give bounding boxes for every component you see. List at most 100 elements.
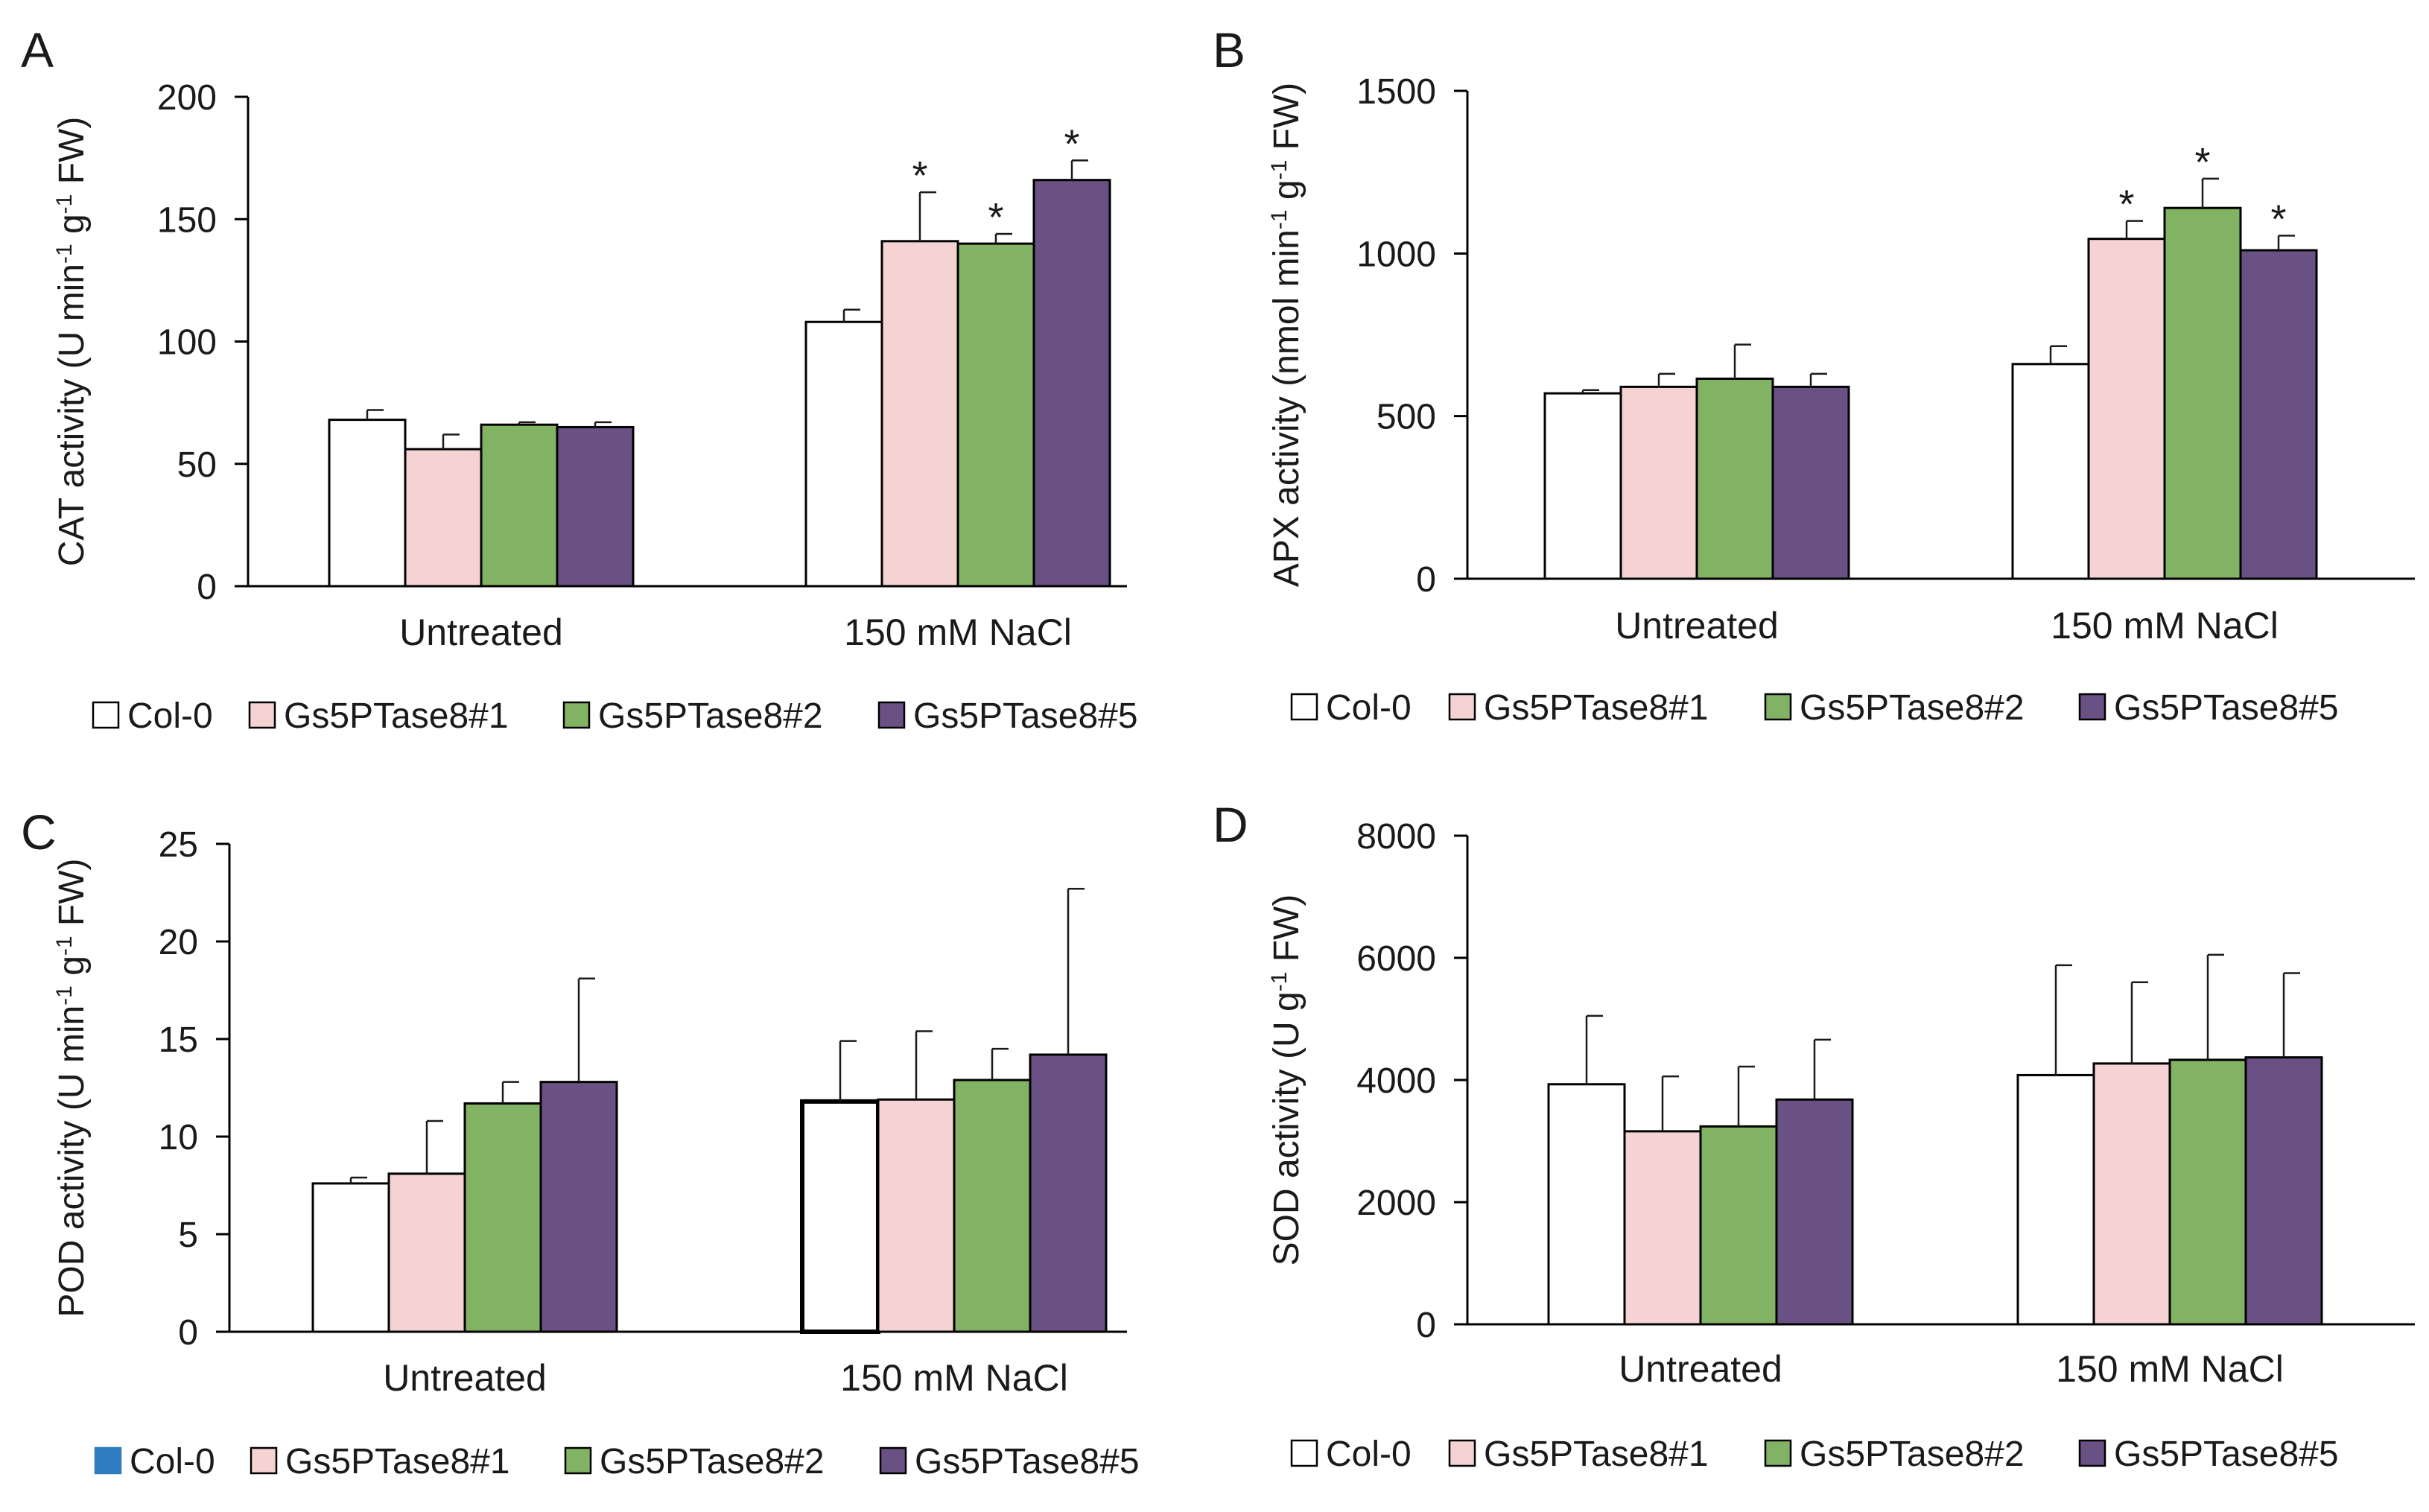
legend-label: Col-0 — [130, 1442, 215, 1481]
y-axis-label: CAT activity (U min-1 g-1 FW) — [52, 117, 92, 567]
panel-a: A 0 50 100 150 200 CAT activity (U min-1 g-1 F… — [21, 22, 1138, 736]
y-axis-label: APX activity (nmol min-1 g-1 FW) — [1267, 83, 1307, 587]
legend-label: Gs5PTase8#5 — [913, 696, 1138, 736]
bar — [556, 425, 635, 588]
y-tick-label: 500 — [1377, 398, 1436, 437]
bar — [1619, 385, 1698, 580]
legend-swatch — [879, 1446, 907, 1475]
bar — [311, 1182, 390, 1333]
bar — [1623, 1130, 1702, 1326]
y-tick-label: 10 — [159, 1118, 198, 1157]
bar — [2163, 206, 2242, 580]
bar — [480, 423, 559, 588]
bar — [953, 1079, 1032, 1333]
legend-swatch — [2078, 1439, 2106, 1467]
category-label: 150 mM NaCl — [2051, 605, 2279, 647]
category-label: Untreated — [1619, 1348, 1782, 1390]
y-tick-label: 0 — [197, 568, 217, 607]
bar — [956, 242, 1035, 588]
bar — [1029, 1053, 1108, 1333]
legend-swatch — [2078, 693, 2106, 721]
legend-swatch — [1290, 693, 1318, 721]
significance-marker: * — [2270, 197, 2286, 241]
significance-marker: * — [1064, 121, 1079, 166]
bar — [1032, 179, 1111, 588]
legend-label: Col-0 — [127, 696, 213, 736]
significance-marker: * — [912, 153, 927, 198]
legend-label: Gs5PTase8#5 — [915, 1442, 1140, 1481]
legend-swatch — [248, 701, 276, 729]
legend-swatch — [92, 701, 120, 729]
panel-letter: D — [1213, 797, 1248, 852]
bar — [1699, 1125, 1778, 1326]
legend-label: Gs5PTase8#1 — [1484, 1435, 1709, 1474]
legend-label: Gs5PTase8#1 — [285, 1442, 510, 1481]
significance-marker: * — [2194, 140, 2210, 185]
legend-swatch — [562, 701, 591, 729]
y-tick-label: 8000 — [1356, 817, 1436, 857]
legend-swatch — [1764, 1439, 1792, 1467]
legend-label: Gs5PTase8#2 — [600, 1442, 825, 1481]
panel-c: C 0 5 10 15 20 25 POD activity (U min-1 g-1 FW)… — [21, 804, 1140, 1481]
legend-label: Gs5PTase8#5 — [2114, 688, 2339, 728]
bar — [328, 419, 407, 588]
bar — [463, 1102, 542, 1333]
y-tick-label: 15 — [159, 1020, 198, 1060]
legend-swatch — [94, 1446, 122, 1475]
y-axis-label: SOD activity (U g-1 FW) — [1267, 895, 1307, 1266]
legend-swatch — [1764, 693, 1792, 721]
panel-letter: B — [1213, 22, 1245, 77]
y-tick-label: 2000 — [1356, 1184, 1436, 1223]
legend-swatch — [564, 1446, 592, 1475]
bar — [387, 1172, 466, 1333]
legend-swatch — [1290, 1439, 1318, 1467]
y-tick-label: 25 — [159, 825, 198, 865]
y-tick-label: 0 — [1416, 560, 1436, 600]
panel-letter: C — [21, 804, 57, 860]
significance-marker: * — [988, 195, 1003, 240]
bar — [2092, 1062, 2171, 1326]
y-tick-label: 200 — [157, 78, 217, 118]
category-label: Untreated — [383, 1357, 547, 1399]
bar — [2244, 1056, 2323, 1326]
panel-b: B 0 500 1000 1500 APX activity (nmol min-1 g-… — [1213, 22, 2415, 728]
significance-marker: * — [2118, 182, 2134, 227]
bar — [2016, 1073, 2095, 1326]
bar — [2087, 238, 2166, 580]
bar — [539, 1081, 618, 1333]
legend-swatch — [250, 1446, 278, 1475]
category-label: 150 mM NaCl — [840, 1357, 1068, 1399]
bar — [1771, 385, 1850, 580]
category-label: 150 mM NaCl — [844, 612, 1072, 653]
y-axis-label: POD activity (U min-1 g-1 FW) — [52, 858, 92, 1317]
legend-label: Gs5PTase8#5 — [2114, 1435, 2339, 1474]
y-tick-label: 5 — [178, 1216, 198, 1255]
bar — [1695, 377, 1774, 580]
y-tick-label: 100 — [157, 323, 217, 363]
y-tick-label: 0 — [178, 1313, 198, 1353]
legend-swatch — [1448, 693, 1476, 721]
y-tick-label: 150 — [157, 200, 217, 240]
bar — [1775, 1098, 1854, 1326]
panel-d: D 0 2000 4000 6000 8000 SOD activity (U g-1 FW… — [1213, 797, 2415, 1474]
legend-label: Col-0 — [1326, 1435, 1412, 1474]
legend-label: Gs5PTase8#2 — [1800, 1435, 2025, 1474]
legend-swatch — [877, 701, 906, 729]
panel-letter: A — [21, 22, 54, 77]
bar — [880, 240, 959, 588]
y-tick-label: 4000 — [1356, 1061, 1436, 1101]
bar — [1547, 1083, 1626, 1326]
bar — [2168, 1058, 2247, 1326]
bar — [2239, 249, 2318, 580]
y-tick-label: 50 — [177, 445, 217, 485]
bar — [804, 320, 883, 588]
legend-label: Gs5PTase8#2 — [598, 696, 823, 736]
bar — [800, 1099, 880, 1334]
bar — [2011, 363, 2090, 580]
y-tick-label: 1000 — [1356, 235, 1436, 274]
legend-label: Gs5PTase8#1 — [1484, 688, 1709, 728]
category-label: 150 mM NaCl — [2056, 1348, 2284, 1390]
legend-swatch — [1448, 1439, 1476, 1467]
y-tick-label: 1500 — [1356, 72, 1436, 112]
